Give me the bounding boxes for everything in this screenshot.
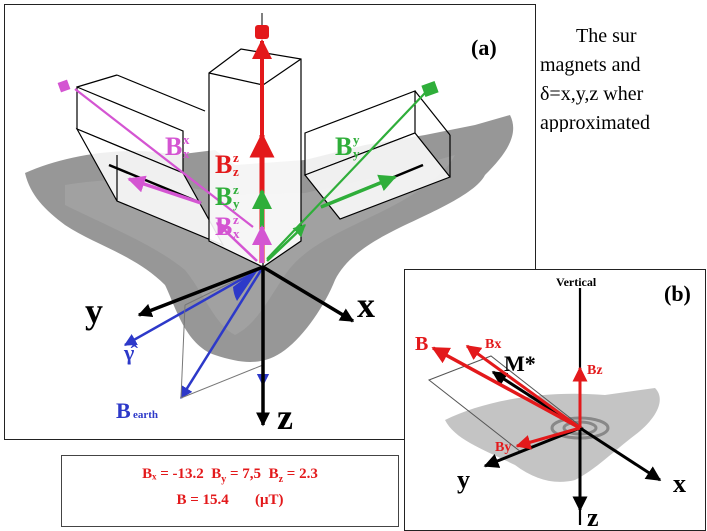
svg-text:x: x: [183, 146, 190, 161]
svg-text:B: B: [165, 132, 182, 161]
svg-text:z: z: [233, 212, 239, 227]
svg-text:B: B: [116, 398, 131, 423]
axis-z-b-label: z: [587, 503, 599, 530]
bz-z-label: B z z: [215, 150, 239, 179]
b-arrow: [431, 346, 581, 430]
axis-y-b: [483, 426, 581, 468]
values-box: Bₓ = -13.2 By = 7,5 Bz = 2.3 B = 15.4 (μ…: [61, 455, 399, 527]
panel-b-label: (b): [664, 281, 691, 306]
axis-x-b-label: x: [673, 469, 686, 498]
svg-text:y: y: [233, 196, 240, 211]
m-star-label: M*: [504, 351, 536, 376]
body-text-line-1: The sur: [576, 25, 637, 47]
axis-z-label: z: [277, 397, 293, 437]
bz-value: Bz = 2.3: [268, 466, 318, 485]
bx-label: Bx: [485, 337, 501, 352]
by-arrow: [515, 426, 581, 450]
svg-text:y: y: [353, 132, 360, 147]
axis-y-b-label: y: [457, 465, 470, 494]
by-z-label: B z y: [215, 182, 240, 211]
values-line-1: Bₓ = -13.2 By = 7,5 Bz = 2.3: [62, 464, 398, 490]
panel-a-diagram: (a) x y z γ̂ B earth B z z B z y B z x B…: [25, 13, 514, 437]
svg-text:x: x: [233, 226, 240, 241]
gamma-hat-label: γ̂: [123, 340, 138, 365]
b-total-value: B = 15.4: [176, 492, 229, 508]
b-earth-label: B earth: [116, 398, 158, 423]
axis-x: [262, 265, 355, 323]
body-text-line-4: approximated: [540, 112, 650, 132]
bx-x-arrow: [74, 88, 254, 228]
gamma-arrow: [123, 265, 264, 347]
svg-text:z: z: [233, 182, 239, 197]
svg-text:B: B: [215, 182, 232, 211]
axis-x-label: x: [357, 285, 375, 325]
body-text: The sur magnets and δ=x,y,z wher approxi…: [540, 22, 707, 132]
svg-text:earth: earth: [133, 409, 158, 421]
panel-a-label: (a): [471, 35, 497, 60]
body-text-line-2: magnets and: [540, 54, 641, 76]
by-y-label: B y y: [335, 132, 360, 161]
by-value: By = 7,5: [211, 466, 262, 485]
svg-text:z: z: [233, 164, 239, 179]
unit-label: (μT): [255, 492, 284, 508]
by-label: By: [495, 440, 511, 455]
svg-text:x: x: [183, 132, 190, 147]
bx-value: Bₓ = -13.2: [142, 466, 204, 482]
body-text-line-3: δ=x,y,z wher: [540, 83, 644, 105]
axis-y-label: y: [85, 291, 103, 331]
b-label: B: [415, 333, 428, 355]
svg-text:B: B: [215, 150, 232, 179]
vertical-label: Vertical: [556, 275, 597, 289]
svg-text:B: B: [335, 132, 352, 161]
svg-text:z: z: [233, 150, 239, 165]
panel-a: (a) x y z γ̂ B earth B z z B z y B z x B…: [4, 4, 536, 440]
values-line-2: B = 15.4 (μT): [62, 490, 398, 510]
svg-text:B: B: [215, 212, 232, 241]
axis-x-b: [579, 426, 662, 482]
panel-b-diagram: (b) Vertical M* B Bx Bz By y x z: [415, 275, 691, 530]
svg-text:y: y: [353, 146, 360, 161]
bx-arrow: [465, 344, 581, 430]
bx-x-label: B x x: [165, 132, 190, 161]
bx-z-label: B z x: [215, 212, 240, 241]
axis-y: [137, 265, 264, 317]
panel-b: (b) Vertical M* B Bx Bz By y x z: [404, 269, 706, 531]
bz-label: Bz: [587, 363, 603, 378]
